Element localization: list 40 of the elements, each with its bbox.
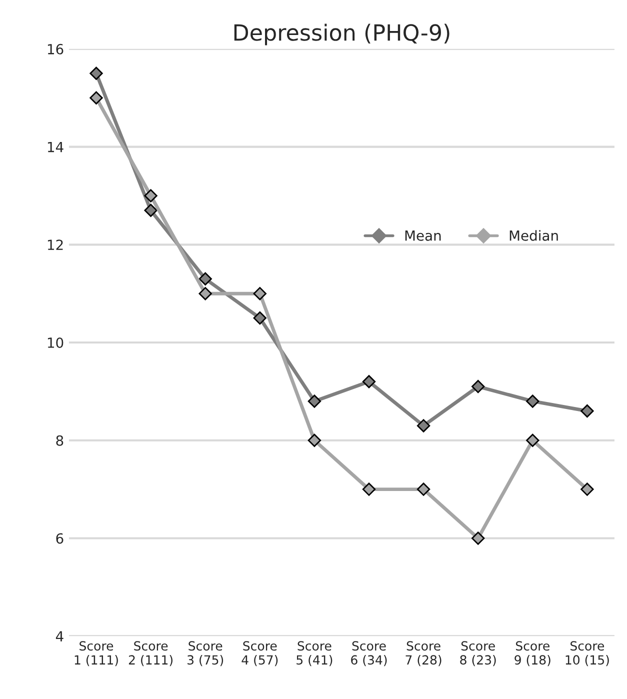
x-tick-label: Score 5 (41) bbox=[296, 641, 332, 666]
point bbox=[472, 380, 485, 394]
point bbox=[472, 532, 485, 545]
point bbox=[526, 434, 540, 447]
point bbox=[580, 404, 594, 418]
y-tick-label: 12 bbox=[48, 240, 63, 250]
point bbox=[90, 91, 103, 104]
legend-label: Median bbox=[510, 230, 558, 241]
point bbox=[580, 482, 594, 496]
point bbox=[144, 189, 158, 202]
y-tick-label: 16 bbox=[48, 44, 64, 54]
x-tick-label: Score 1 (111) bbox=[74, 641, 118, 666]
y-tick-label: 4 bbox=[56, 631, 64, 642]
y-tick-label: 8 bbox=[56, 435, 64, 446]
chart-title: Depression (PHQ-9) bbox=[234, 24, 450, 46]
y-tick-label: 6 bbox=[56, 533, 64, 544]
point bbox=[253, 286, 266, 300]
y-tick-label: 10 bbox=[48, 337, 64, 348]
y-tick-label: 14 bbox=[48, 142, 64, 152]
x-tick-label: Score 7 (28) bbox=[406, 641, 442, 666]
point bbox=[362, 375, 376, 388]
point bbox=[90, 66, 103, 80]
point bbox=[253, 311, 266, 325]
point bbox=[198, 272, 212, 286]
x-tick-label: Score 6 (34) bbox=[351, 641, 387, 666]
legend-label: Mean bbox=[405, 230, 441, 241]
point bbox=[362, 482, 376, 496]
point bbox=[198, 286, 212, 300]
point bbox=[308, 394, 322, 408]
x-tick-label: Score 4 (57) bbox=[242, 641, 278, 666]
x-tick-label: Score 8 (23) bbox=[460, 641, 496, 666]
point bbox=[416, 482, 430, 496]
x-tick-label: Score 10 (15) bbox=[566, 641, 609, 666]
x-tick-label: Score 2 (111) bbox=[128, 641, 172, 666]
x-tick-label: Score 3 (75) bbox=[188, 641, 224, 666]
point bbox=[416, 419, 430, 432]
point bbox=[308, 434, 322, 447]
x-tick-label: Score 9 (18) bbox=[514, 641, 550, 666]
point bbox=[526, 394, 540, 408]
point bbox=[144, 204, 158, 217]
